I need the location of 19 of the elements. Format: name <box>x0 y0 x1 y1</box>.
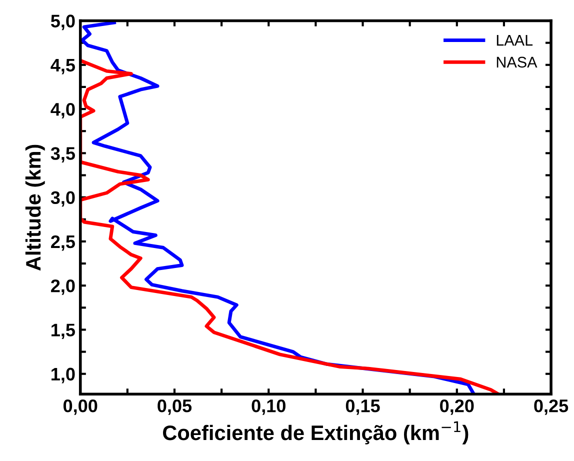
x-tick-label: 0,05 <box>158 399 192 415</box>
x-axis-title: Coeficiente de Extinção (km$^{−1}$) <box>163 421 468 444</box>
y-tick-label: 4,5 <box>50 59 75 74</box>
y-tick-label: 4,0 <box>50 102 75 118</box>
x-tick-label: 0,25 <box>534 399 568 415</box>
y-tick-label: 5,0 <box>50 14 75 30</box>
legend-label: LAAL <box>496 35 533 46</box>
y-tick-label: 2,0 <box>51 280 75 295</box>
x-tick-label: 0,20 <box>440 399 474 415</box>
y-tick-label: 1,0 <box>52 368 75 384</box>
x-tick-label: 0,15 <box>346 399 380 415</box>
legend-label: NASA <box>496 56 538 68</box>
y-tick-label: 3,0 <box>50 191 75 207</box>
y-axis-title: Altitude (km) <box>25 144 45 271</box>
y-tick-label: 2,5 <box>51 235 75 251</box>
x-tick-label: 0,00 <box>64 399 98 415</box>
y-tick-label: 3,5 <box>50 147 75 162</box>
y-tick-label: 1,5 <box>52 324 75 340</box>
x-tick-label: 0,10 <box>252 399 286 415</box>
